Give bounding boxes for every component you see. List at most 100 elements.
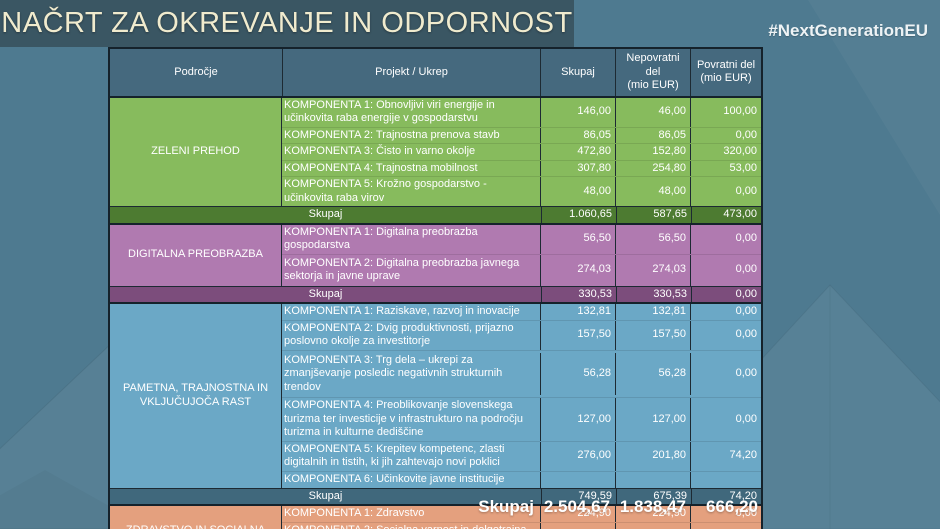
value-total: 86,05: [540, 127, 615, 143]
value-grant: 127,00: [615, 398, 690, 441]
value-loan: 0,00: [690, 320, 761, 350]
component-label: KOMPONENTA 4: Trajnostna mobilnost: [284, 161, 478, 174]
value-loan: 0,00: [690, 352, 761, 395]
section-name-cell: PAMETNA, TRAJNOSTNA IN VKLJUČUJOČA RAST: [110, 304, 282, 488]
component-row: KOMPONENTA 2: Socialna varnost in dolgot…: [282, 522, 761, 529]
component-label: KOMPONENTA 5: Krožno gospodarstvo - učin…: [284, 178, 487, 204]
value-total: 276,00: [540, 441, 615, 471]
subtotal-total: 1.060,65: [541, 207, 616, 223]
value-grant: 152,80: [615, 144, 690, 160]
component-row: KOMPONENTA 3: Trg dela – ukrepi za zmanj…: [282, 350, 761, 398]
value-total: 274,03: [540, 254, 615, 286]
component-label: KOMPONENTA 3: Trg dela – ukrepi za zmanj…: [284, 353, 503, 393]
section-2: PAMETNA, TRAJNOSTNA IN VKLJUČUJOČA RAST K…: [110, 304, 761, 506]
value-grant: 132,81: [615, 304, 690, 320]
value-grant: [615, 471, 690, 488]
section-3: ZDRAVSTVO IN SOCIALNA VARNOSTKOMPONENTA …: [110, 506, 761, 529]
component-label: KOMPONENTA 5: Krepitev kompetenc, zlasti…: [284, 442, 505, 469]
value-total: 56,28: [540, 352, 615, 395]
value-loan: 0,00: [690, 177, 761, 206]
value-total: [540, 471, 615, 488]
component-row: KOMPONENTA 4: Preoblikovanje slovenskega…: [282, 398, 761, 442]
subtotal-label: Skupaj: [308, 208, 343, 220]
grand-total-skupaj: 2.504,67: [543, 497, 610, 516]
component-row: KOMPONENTA 2: Trajnostna prenova stavb 86…: [282, 127, 761, 144]
value-total: 224,90: [540, 506, 615, 522]
section-subtotal-row: Skupaj 749,59 675,39 74,20: [110, 487, 761, 506]
title-bar: NAČRT ZA OKREVANJE IN ODPORNOST: [0, 0, 574, 47]
value-loan: 0,00: [690, 254, 761, 286]
header-label-loan-unit: (mio EUR): [700, 72, 752, 85]
component-label: KOMPONENTA 1: Raziskave, razvoj in inova…: [284, 305, 520, 317]
value-total: 307,80: [540, 160, 615, 176]
value-loan: 100,00: [690, 97, 761, 127]
page-title: NAČRT ZA OKREVANJE IN ODPORNOST: [1, 7, 573, 39]
value-total: 48,00: [540, 177, 615, 206]
grand-total-povratni: 666,20: [706, 497, 758, 516]
section-subtotal-row: Skupaj 330,53 330,53 0,00: [110, 285, 761, 304]
subtotal-grant: 675,39: [616, 488, 691, 504]
value-grant: 56,50: [615, 224, 690, 254]
header-label-loan: Povratni del: [696, 58, 756, 71]
component-label: KOMPONENTA 2: Dvig produktivnosti, prija…: [284, 321, 514, 348]
header-cell-nepovratni-del: Nepovratni del (mio EUR): [615, 49, 690, 96]
header-label-project: Projekt / Ukrep: [375, 65, 448, 78]
value-loan: [690, 471, 761, 488]
value-total: 56,50: [540, 224, 615, 254]
header-cell-podrocje: Področje: [110, 49, 282, 96]
value-loan: 74,20: [690, 441, 761, 471]
value-grant: 224,90: [615, 506, 690, 522]
value-grant: 20,00: [615, 522, 690, 529]
value-grant: 254,80: [615, 160, 690, 176]
subtotal-loan: 0,00: [691, 286, 761, 302]
subtotal-total: 749,59: [541, 488, 616, 504]
component-label: KOMPONENTA 1: Zdravstvo: [284, 507, 425, 519]
value-total: 132,81: [540, 304, 615, 320]
subtotal-label: Skupaj: [308, 489, 343, 502]
component-label: KOMPONENTA 2: Digitalna preobrazba javne…: [284, 256, 520, 283]
section-name-cell: ZELENI PREHOD: [110, 97, 282, 206]
subtotal-grant: 330,53: [616, 286, 691, 302]
value-loan: 320,00: [690, 144, 761, 160]
subtotal-grant: 587,65: [616, 207, 691, 223]
component-row: KOMPONENTA 6: Učinkovite javne instituci…: [282, 471, 761, 488]
table-sections: ZELENI PREHOD KOMPONENTA 1: Obnovljivi vi…: [110, 97, 761, 529]
section-name-cell: DIGITALNA PREOBRAZBA: [110, 224, 282, 286]
value-total: 146,00: [540, 97, 615, 127]
component-row: KOMPONENTA 5: Krepitev kompetenc, zlasti…: [282, 441, 761, 472]
value-grant: 46,00: [615, 97, 690, 127]
component-label: KOMPONENTA 3: Čisto in varno okolje: [284, 145, 476, 157]
subtotal-loan: 473,00: [691, 207, 761, 223]
header-label-grant: Nepovratni del: [626, 52, 680, 78]
subtotal-label: Skupaj: [308, 287, 343, 300]
header-cell-skupaj: Skupaj: [540, 49, 615, 96]
component-row: KOMPONENTA 1: Zdravstvo 224,90 224,90 0,00: [282, 506, 761, 523]
value-loan: 0,00: [690, 398, 761, 441]
value-grant: 274,03: [615, 254, 690, 286]
table-header-row: Področje Projekt / Ukrep Skupaj Nepovrat…: [110, 49, 761, 98]
value-grant: 157,50: [615, 320, 690, 350]
value-loan: 0,00: [690, 127, 761, 143]
component-row: KOMPONENTA 1: Obnovljivi viri energije i…: [282, 97, 761, 128]
value-grant: 201,80: [615, 441, 690, 471]
component-label: KOMPONENTA 2: Socialna varnost in dolgot…: [282, 523, 540, 529]
hashtag-nextgenerationeu: #NextGenerationEU: [768, 21, 928, 40]
grand-total-row: Skupaj 2.504,67 1.838,47 666,20: [108, 493, 763, 517]
component-label: KOMPONENTA 1: Digitalna preobrazba gospo…: [284, 225, 478, 252]
grand-total-label: Skupaj: [478, 497, 534, 516]
value-loan: 0,00: [690, 506, 761, 522]
component-label: KOMPONENTA 2: Trajnostna prenova stavb: [284, 128, 500, 141]
value-loan: 0,00: [690, 224, 761, 254]
value-total: 79,00: [540, 522, 615, 529]
value-grant: 56,28: [615, 352, 690, 395]
section-0: ZELENI PREHOD KOMPONENTA 1: Obnovljivi vi…: [110, 97, 761, 225]
value-grant: 48,00: [615, 177, 690, 206]
value-total: 157,50: [540, 320, 615, 350]
component-label: KOMPONENTA 1: Obnovljivi viri energije i…: [284, 98, 495, 125]
component-row: KOMPONENTA 4: Trajnostna mobilnost 307,80…: [282, 160, 761, 177]
section-subtotal-row: Skupaj 1.060,65 587,65 473,00: [110, 206, 761, 225]
header-label-grant-unit: (mio EUR): [627, 79, 679, 91]
component-row: KOMPONENTA 3: Čisto in varno okolje 472,8…: [282, 144, 761, 161]
grand-total-nepovratni: 1.838,47: [619, 497, 686, 516]
